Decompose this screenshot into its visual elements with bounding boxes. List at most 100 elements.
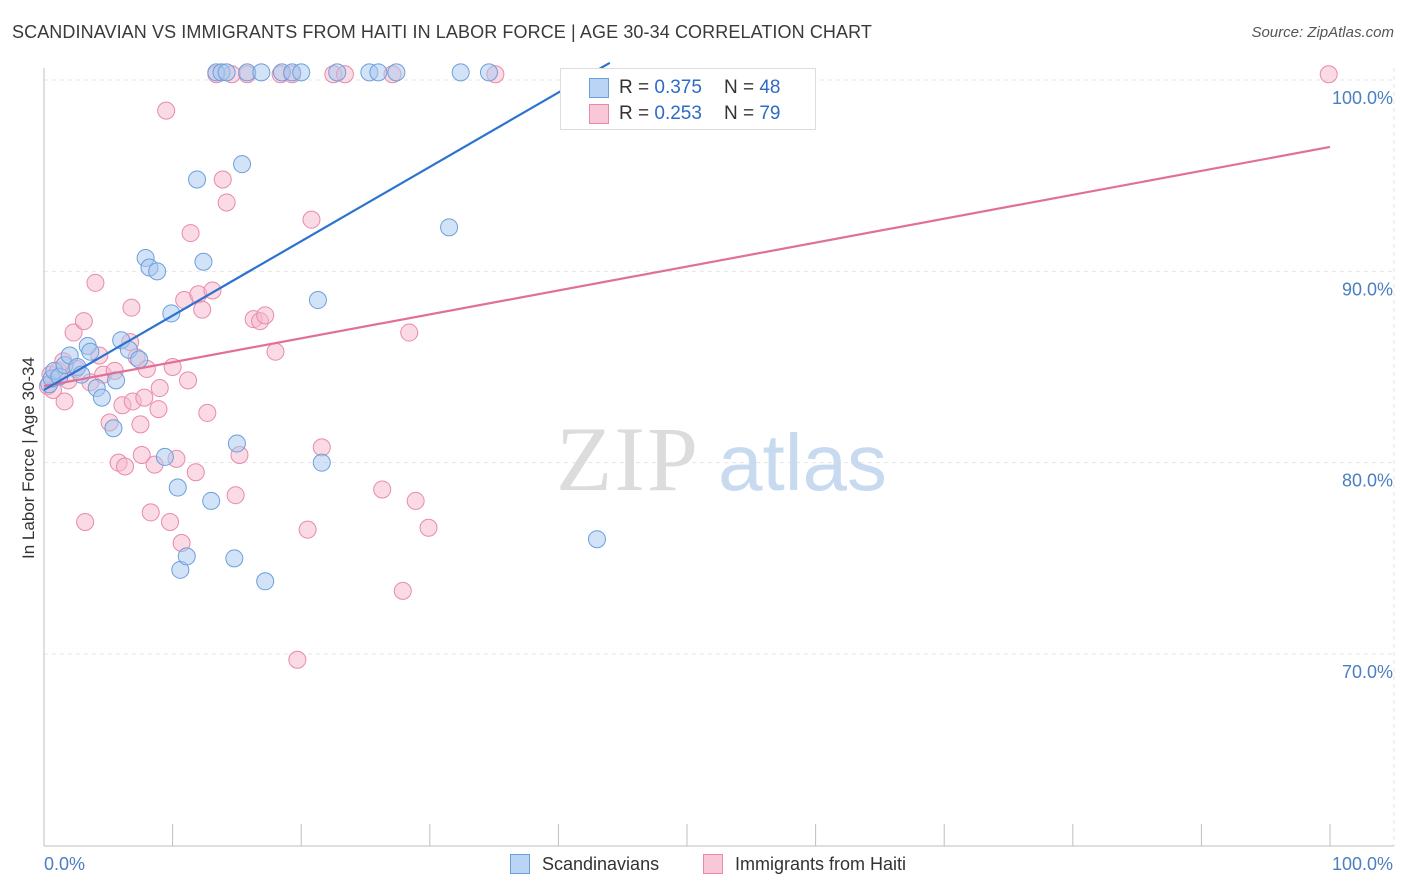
point-scandinavians	[451, 63, 470, 82]
point-scandinavians	[440, 218, 459, 237]
point-haiti	[400, 323, 419, 342]
point-haiti	[406, 491, 425, 510]
point-scandinavians	[81, 342, 100, 361]
point-haiti	[135, 388, 154, 407]
bottom-legend-swatch-blue	[510, 854, 530, 874]
point-haiti	[302, 210, 321, 229]
bottom-legend-haiti: Immigrants from Haiti	[703, 852, 906, 876]
trend-line-scandinavians	[43, 61, 611, 391]
point-haiti	[150, 379, 169, 398]
point-scandinavians	[252, 63, 271, 82]
y-tick-label: 90.0%	[1342, 279, 1393, 299]
legend-n-value: 79	[759, 103, 781, 124]
point-scandinavians	[227, 434, 246, 453]
x-tick-label: 0.0%	[44, 854, 85, 874]
point-haiti	[217, 193, 236, 212]
point-scandinavians	[177, 547, 196, 566]
legend-r-value: 0.375	[654, 77, 702, 98]
point-scandinavians	[292, 63, 311, 82]
point-scandinavians	[256, 572, 275, 591]
tick-labels: 70.0% 80.0% 90.0% 100.0% 0.0% 100.0%	[44, 88, 1393, 874]
point-scandinavians	[194, 252, 213, 271]
stats-legend: R = 0.375 N = 48 R = 0.253 N = 79	[560, 68, 816, 130]
legend-n-label: N =	[723, 103, 755, 124]
point-scandinavians	[587, 530, 606, 549]
point-haiti	[1319, 65, 1338, 84]
bottom-legend-label: Scandinavians	[542, 853, 660, 874]
point-scandinavians	[188, 170, 207, 189]
point-haiti	[64, 323, 83, 342]
point-haiti	[312, 438, 331, 457]
y-tick-label: 80.0%	[1342, 471, 1393, 491]
point-scandinavians	[104, 419, 123, 438]
point-scandinavians	[148, 262, 167, 281]
y-tick-label: 100.0%	[1332, 88, 1393, 108]
series-scandinavians-points	[40, 63, 606, 591]
legend-swatch-pink	[589, 104, 609, 124]
point-haiti	[149, 400, 168, 419]
point-haiti	[132, 446, 151, 465]
point-haiti	[76, 512, 95, 531]
point-scandinavians	[92, 388, 111, 407]
legend-r-label: R =	[619, 103, 650, 124]
bottom-legend-label: Immigrants from Haiti	[735, 853, 907, 874]
point-haiti	[122, 298, 141, 317]
axes	[43, 68, 1394, 847]
point-haiti	[141, 503, 160, 522]
point-haiti	[288, 650, 307, 669]
point-haiti	[86, 273, 105, 292]
svg-text:ZIP: ZIP	[556, 408, 700, 510]
x-tick-label: 100.0%	[1332, 854, 1393, 874]
point-haiti	[181, 224, 200, 243]
point-haiti	[256, 306, 275, 325]
point-scandinavians	[202, 491, 221, 510]
bottom-legend-swatch-pink	[703, 854, 723, 874]
legend-n-label: N =	[723, 77, 755, 98]
chart-source: Source: ZipAtlas.com	[1251, 24, 1394, 41]
chart-title: SCANDINAVIAN VS IMMIGRANTS FROM HAITI IN…	[12, 22, 873, 42]
point-haiti	[266, 342, 285, 361]
trend-lines	[43, 61, 1331, 391]
point-scandinavians	[479, 63, 498, 82]
point-scandinavians	[308, 291, 327, 310]
svg-text:atlas: atlas	[718, 418, 887, 507]
point-scandinavians	[328, 63, 347, 82]
point-scandinavians	[130, 350, 149, 369]
point-scandinavians	[155, 447, 174, 466]
y-axis-label: In Labor Force | Age 30-34	[19, 357, 38, 559]
point-haiti	[157, 101, 176, 120]
legend-swatch-blue	[589, 78, 609, 98]
series-haiti-points	[38, 65, 1338, 669]
point-haiti	[161, 512, 180, 531]
point-haiti	[198, 403, 217, 422]
legend-r-value: 0.253	[654, 103, 702, 124]
point-haiti	[179, 371, 198, 390]
point-scandinavians	[217, 63, 236, 82]
watermark: ZIP atlas	[556, 408, 887, 510]
point-haiti	[419, 518, 438, 537]
point-scandinavians	[369, 63, 388, 82]
point-haiti	[193, 300, 212, 319]
bottom-legend-scandinavians: Scandinavians	[510, 852, 659, 876]
legend-n-value: 48	[759, 77, 781, 98]
trend-line-haiti	[43, 145, 1331, 388]
point-scandinavians	[387, 63, 406, 82]
point-haiti	[213, 170, 232, 189]
point-haiti	[373, 480, 392, 499]
point-haiti	[131, 415, 150, 434]
point-haiti	[186, 463, 205, 482]
point-scandinavians	[168, 478, 187, 497]
point-haiti	[298, 520, 317, 539]
legend-row-scandinavians: R = 0.375 N = 48	[589, 76, 780, 100]
point-haiti	[55, 392, 74, 411]
legend-r-label: R =	[619, 77, 650, 98]
point-haiti	[226, 486, 245, 505]
point-scandinavians	[225, 549, 244, 568]
y-tick-label: 70.0%	[1342, 662, 1393, 682]
point-haiti	[116, 457, 135, 476]
point-scandinavians	[233, 155, 252, 174]
point-scandinavians	[312, 453, 331, 472]
point-haiti	[393, 581, 412, 600]
legend-row-haiti: R = 0.253 N = 79	[589, 102, 780, 126]
